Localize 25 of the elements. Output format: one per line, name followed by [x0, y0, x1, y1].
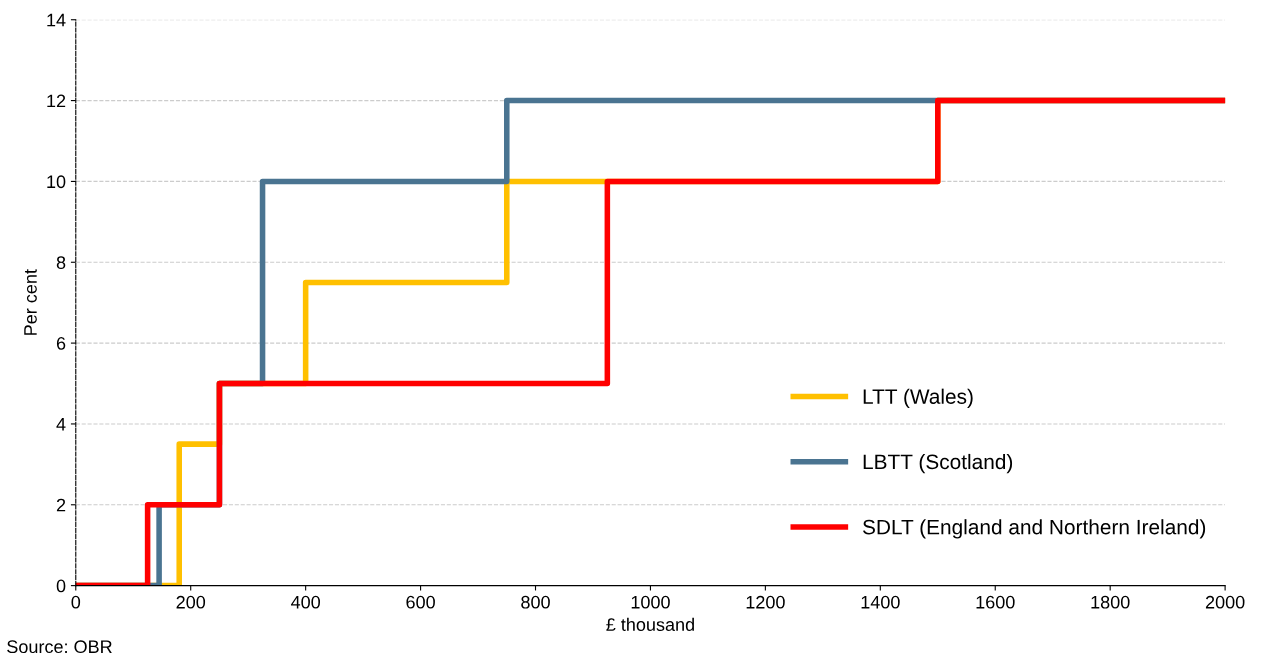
x-tick-label: 1400: [861, 595, 900, 609]
y-tick-label: 4: [56, 418, 66, 431]
y-tick-label: 6: [56, 337, 66, 350]
x-tick-label: 2000: [1205, 595, 1245, 609]
y-tick-label: 14: [47, 13, 66, 27]
x-tick-label: 800: [521, 595, 550, 609]
x-tick-label: 1200: [746, 595, 785, 609]
legend-label: LTT (Wales): [863, 388, 973, 409]
x-tick-label: 1800: [1091, 595, 1130, 609]
x-tick-label: 1000: [631, 595, 670, 609]
x-tick-label: 0: [71, 595, 81, 609]
x-tick-label: 400: [291, 595, 320, 609]
source-note: Source: OBR: [7, 640, 112, 654]
y-axis-title: Per cent: [24, 269, 37, 335]
x-tick-label: 600: [406, 595, 435, 609]
y-tick-label: 0: [56, 579, 66, 593]
y-tick-label: 8: [56, 256, 66, 269]
legend-label: LBTT (Scotland): [863, 453, 1013, 474]
x-axis-title: £ thousand: [606, 617, 694, 631]
legend-label: SDLT (England and Northern Ireland): [862, 519, 1206, 539]
x-tick-label: 200: [176, 595, 206, 609]
x-tick-label: 1600: [976, 595, 1015, 609]
y-tick-label: 12: [47, 94, 66, 108]
y-tick-label: 2: [56, 498, 66, 512]
y-tick-label: 10: [47, 175, 66, 189]
